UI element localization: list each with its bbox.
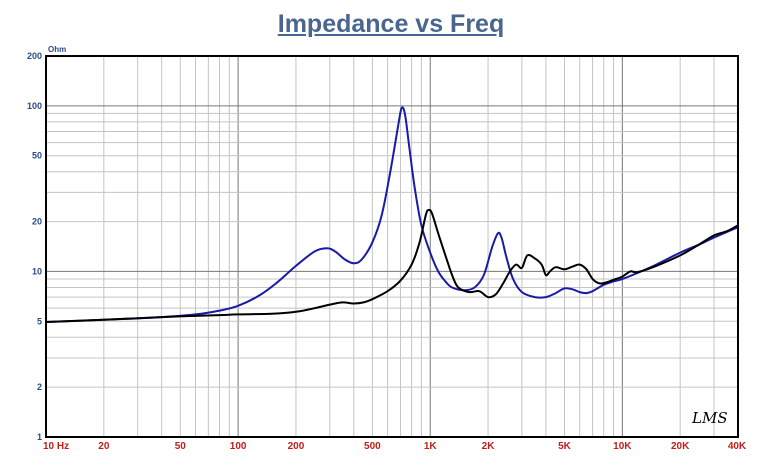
y-tick-label: 20 <box>32 217 42 227</box>
y-tick-label: 100 <box>27 101 42 111</box>
series-line-black <box>45 208 739 323</box>
x-tick-label: 20 <box>98 441 110 452</box>
y-tick-label: 2 <box>37 382 42 392</box>
chart-title: Impedance vs Freq <box>277 10 505 38</box>
x-tick-label: 20K <box>671 441 690 452</box>
y-tick-label: 200 <box>27 51 42 61</box>
x-tick-label: 10 Hz <box>43 441 69 452</box>
x-tick-label: 10K <box>613 441 632 452</box>
x-tick-label: 500 <box>364 441 381 452</box>
x-tick-label: 50 <box>175 441 187 452</box>
series-line-blue <box>45 106 739 323</box>
series-layer <box>45 106 739 323</box>
x-tick-label: 5K <box>558 441 572 452</box>
x-axis-ticks: 10 Hz 20 50 100 200 500 1K 2K 5K 10K 20K 40K <box>43 441 747 452</box>
y-axis-ticks: 1 2 5 10 20 50 100 200 <box>27 51 42 442</box>
y-axis-unit: Ohm <box>48 45 66 54</box>
x-tick-label: 2K <box>482 441 496 452</box>
x-tick-label: 1K <box>424 441 438 452</box>
lms-logo: LMS <box>691 409 728 427</box>
y-tick-label: 10 <box>32 266 42 276</box>
y-tick-label: 1 <box>37 432 42 442</box>
x-tick-label: 40K <box>728 441 747 452</box>
x-tick-label: 200 <box>288 441 305 452</box>
grid <box>46 56 738 437</box>
y-tick-label: 50 <box>32 151 42 161</box>
x-tick-label: 100 <box>230 441 247 452</box>
plot-frame <box>45 55 739 438</box>
y-tick-label: 5 <box>37 316 42 326</box>
